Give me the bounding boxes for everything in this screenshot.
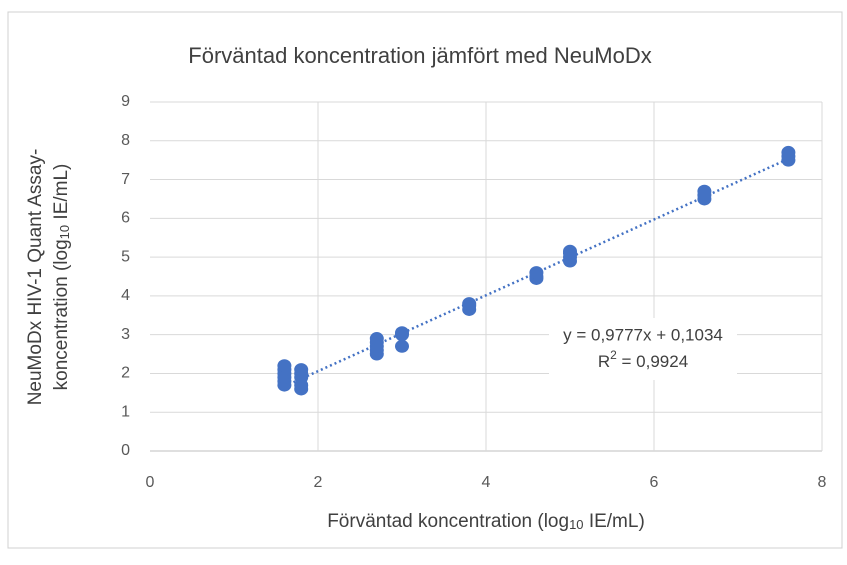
x-tick-label: 0 [146, 474, 155, 491]
trendline-equation: y = 0,9777x + 0,1034 [563, 325, 723, 344]
y-tick-label: 7 [121, 171, 130, 188]
data-point [781, 145, 796, 159]
y-axis-label-line: koncentration (log10 IE/mL) [51, 164, 72, 391]
r-squared-sup: 2 [610, 348, 617, 362]
x-axis-label: Förväntad koncentration (log10 IE/mL) [327, 511, 645, 532]
x-axis-label-text: IE/mL) [584, 511, 645, 532]
y-tick-label: 4 [121, 287, 130, 304]
y-tick-label: 2 [121, 365, 130, 382]
r-squared-base: R [598, 352, 610, 371]
x-axis-label-sub: 10 [569, 517, 583, 532]
y-tick-label: 5 [121, 248, 130, 265]
y-axis-label-line: NeuMoDx HIV-1 Quant Assay- [25, 149, 46, 406]
r-squared: R2 = 0,9924 [598, 348, 688, 371]
data-point [294, 363, 309, 377]
x-tick-label: 2 [314, 474, 323, 491]
data-point [697, 184, 712, 198]
y-tick-label: 1 [121, 403, 130, 420]
data-point [395, 339, 409, 353]
data-point [563, 244, 577, 258]
data-point [395, 326, 409, 340]
y-tick-label: 3 [121, 326, 130, 343]
r-squared-value: = 0,9924 [617, 352, 688, 371]
y-axis-label-text: koncentration (log [51, 239, 72, 390]
chart-title: Förväntad koncentration jämfört med NeuM… [188, 43, 651, 68]
x-tick-label: 6 [650, 474, 659, 491]
data-point [277, 359, 292, 373]
data-point [529, 266, 544, 280]
y-tick-label: 6 [121, 210, 130, 227]
x-tick-label: 4 [482, 474, 491, 491]
y-tick-label: 9 [121, 93, 130, 110]
data-point [369, 332, 384, 346]
y-tick-label: 0 [121, 442, 130, 459]
y-axis-label-text: IE/mL) [51, 164, 72, 225]
y-axis-label: NeuMoDx HIV-1 Quant Assay- koncentration… [25, 149, 72, 406]
y-axis-label-sub: 10 [57, 225, 72, 239]
x-axis-label-text: Förväntad koncentration (log [327, 511, 569, 532]
chart-frame [7, 11, 843, 549]
x-tick-label: 8 [818, 474, 827, 491]
data-point [462, 297, 477, 311]
y-tick-label: 8 [121, 132, 130, 149]
equation-box [549, 318, 737, 380]
